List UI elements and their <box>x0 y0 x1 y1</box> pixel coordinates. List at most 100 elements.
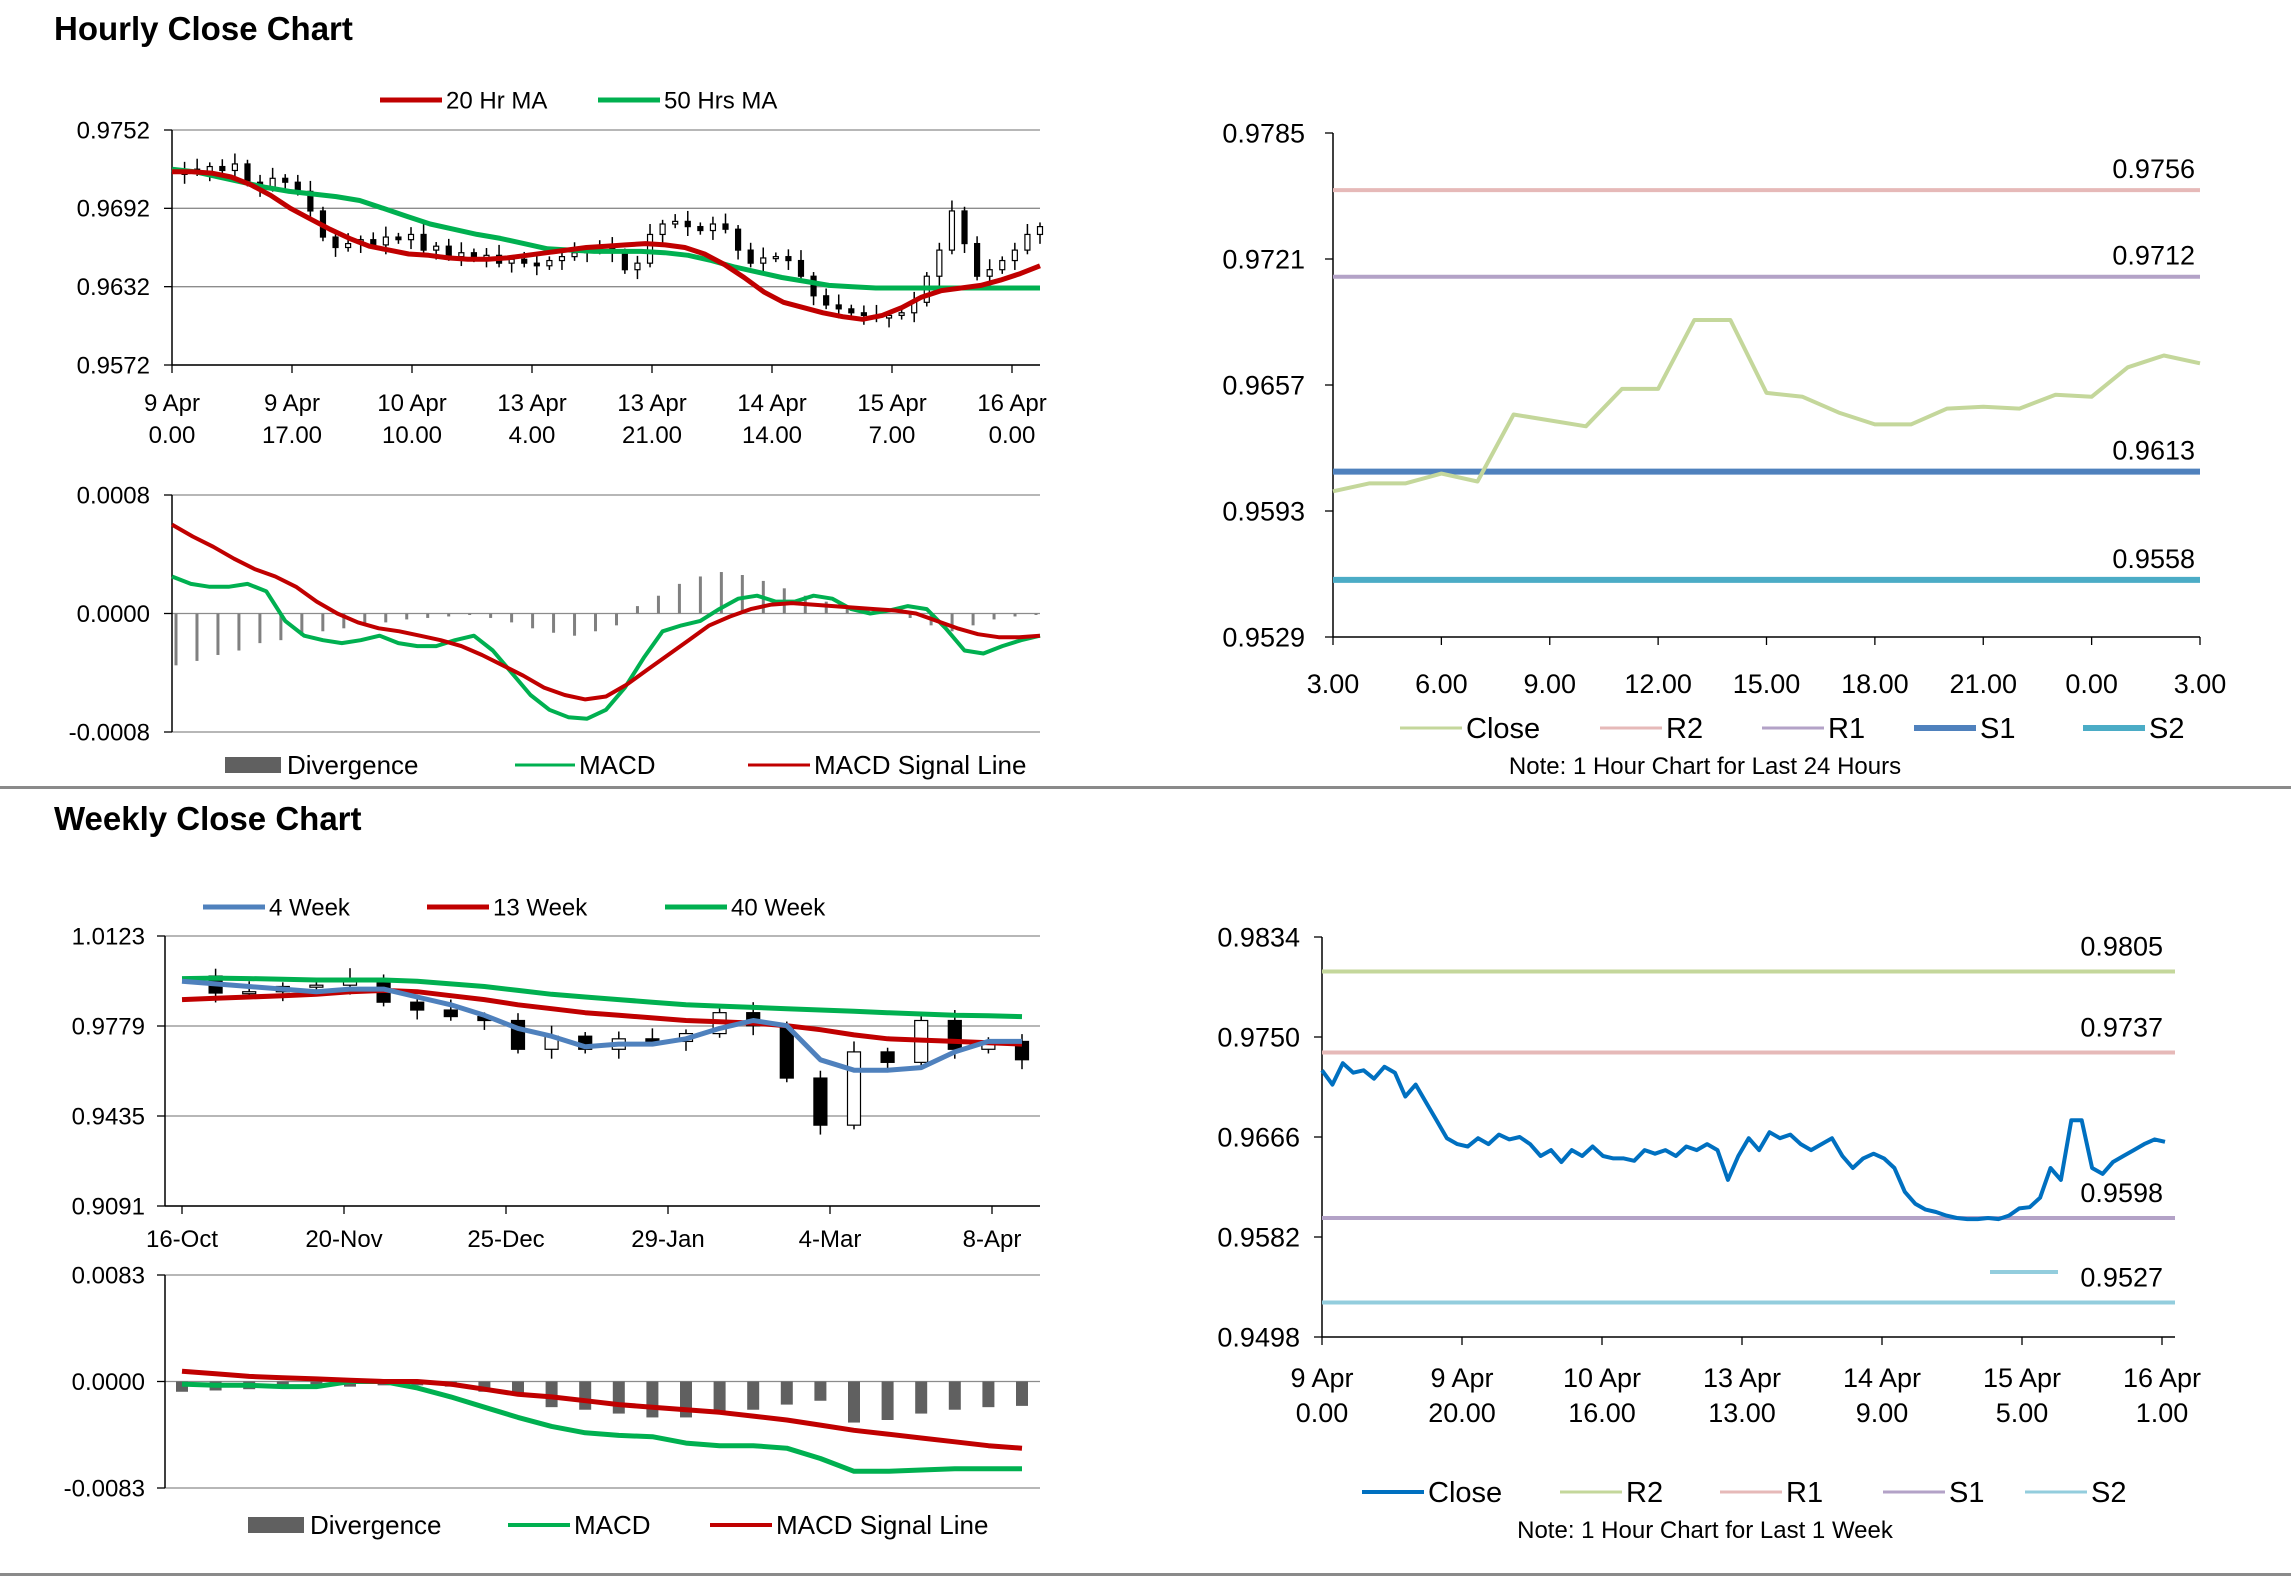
weekly-levels-x-tick-time: 5.00 <box>1996 1398 2049 1428</box>
hourly-price-x-tick-time: 0.00 <box>989 422 1036 449</box>
hourly-price-candle-body <box>659 223 666 236</box>
weekly-levels-x-tick-date: 9 Apr <box>1430 1363 1493 1393</box>
ma20-line <box>172 169 1041 322</box>
weekly-price-candle-body <box>645 1038 660 1043</box>
legend-40-week-label: 40 Week <box>731 894 826 921</box>
hourly-price-y-tick-label: 0.9632 <box>77 274 150 301</box>
hourly-price-candle-body <box>332 236 339 249</box>
weekly-price-x-tick-label: 29-Jan <box>631 1226 704 1253</box>
weekly-macd-line <box>181 1379 1022 1474</box>
hourly-price-candle-body <box>345 242 352 249</box>
hourly-price-x-tick-date: 16 Apr <box>977 390 1046 417</box>
hourly-legend-macd-label: MACD <box>579 750 656 780</box>
weekly-divergence-bar <box>881 1381 894 1420</box>
ma50-line <box>171 166 1040 291</box>
hourly-price-candle-body <box>709 223 717 232</box>
weekly-divergence-bar <box>612 1381 625 1414</box>
hourly-price-x-tick-time: 0.00 <box>149 422 196 449</box>
hourly-price-x-tick-time: 10.00 <box>382 422 442 449</box>
weekly-price-candle-body <box>242 991 257 995</box>
weekly-price-x-tick-label: 20-Nov <box>305 1226 382 1253</box>
hourly-legend-divergence-label: Divergence <box>287 750 419 780</box>
weekly-divergence-bar <box>982 1381 995 1408</box>
hourly-levels-y-tick-label: 0.9721 <box>1222 244 1305 274</box>
hourly-price-candle-body <box>672 220 679 225</box>
hourly-price-candle-body <box>697 226 704 232</box>
hourly-price-candle-body <box>282 177 289 183</box>
hourly-price-candle-body <box>684 220 691 228</box>
hourly-price-candle-body <box>546 259 553 267</box>
hourly-price-candle-body <box>823 295 830 306</box>
hourly-price-x-tick-date: 13 Apr <box>497 390 566 417</box>
weekly-divergence-bar <box>814 1381 827 1401</box>
weekly-divergence-bar <box>646 1381 659 1418</box>
hourly-price-candle-body <box>433 245 440 251</box>
weekly-levels-y-tick-label: 0.9666 <box>1217 1122 1300 1152</box>
hourly-price-x-tick-date: 10 Apr <box>377 390 446 417</box>
weekly-levels-x-tick-time: 13.00 <box>1708 1398 1776 1428</box>
weekly-divergence-bar <box>948 1381 961 1410</box>
hourly-levels-note: Note: 1 Hour Chart for Last 24 Hours <box>1509 753 1901 780</box>
weekly-divergence-bar <box>747 1381 760 1410</box>
hourly-section-title: Hourly Close Chart <box>54 10 353 47</box>
legend-ma50-label: 50 Hrs MA <box>664 87 777 114</box>
weekly-price-candle-body <box>947 1019 962 1050</box>
weekly-section-title: Weekly Close Chart <box>54 800 362 837</box>
weekly-levels-x-tick-time: 1.00 <box>2136 1398 2189 1428</box>
hourly-price-x-tick-time: 14.00 <box>742 422 802 449</box>
hourly-price-candle-body <box>533 262 540 267</box>
hourly-price-candle-body <box>986 269 993 277</box>
hourly-price-candle-body <box>948 210 956 251</box>
hourly-levels-x-tick-label: 9.00 <box>1523 669 1576 699</box>
weekly-divergence-bar <box>713 1381 726 1414</box>
week4-line <box>181 978 1022 1073</box>
weekly-divergence-bar <box>478 1381 491 1392</box>
hourly-levels-x-tick-label: 6.00 <box>1415 669 1468 699</box>
hourly-price-candle-body <box>772 256 779 260</box>
weekly-legend-divergence-label: Divergence <box>310 1510 442 1540</box>
hourly-price-candle-body <box>760 257 767 264</box>
weekly-levels-note: Note: 1 Hour Chart for Last 1 Week <box>1517 1517 1894 1544</box>
hourly-price-x-tick-date: 14 Apr <box>737 390 806 417</box>
hourly-price-x-tick-time: 7.00 <box>869 422 916 449</box>
legend-ma20-label: 20 Hr MA <box>446 87 547 114</box>
hourly-levels-x-tick-label: 15.00 <box>1733 669 1801 699</box>
level-s2-label: 0.9558 <box>2112 544 2195 574</box>
hourly-price-candle-body <box>810 275 817 297</box>
weekly-price-candle-body <box>813 1077 828 1126</box>
hourly-price-candle-body <box>835 304 842 310</box>
hourly-levels-legend-close-label: Close <box>1466 713 1540 745</box>
hourly-price-candle-body <box>382 236 389 246</box>
legend-13-week-label: 13 Week <box>493 894 588 921</box>
bottom-divider <box>0 1573 2291 1576</box>
weekly-levels-x-tick-date: 14 Apr <box>1843 1363 1921 1393</box>
hourly-legend-divergence-swatch <box>225 757 281 773</box>
weekly-price-candle-body <box>309 984 324 988</box>
hourly-price-candle-body <box>219 165 226 172</box>
hourly-price-candle-body <box>1024 233 1031 251</box>
weekly-levels-x-tick-date: 16 Apr <box>2123 1363 2201 1393</box>
hourly-levels-x-tick-label: 3.00 <box>1307 669 1360 699</box>
hourly-macd-y-tick-label: 0.0000 <box>77 601 150 628</box>
weekly-level-r1-label: 0.9737 <box>2080 1012 2163 1042</box>
weekly-level-s1-label: 0.9598 <box>2080 1178 2163 1208</box>
weekly-levels-x-tick-time: 0.00 <box>1296 1398 1349 1428</box>
hourly-levels-x-tick-label: 18.00 <box>1841 669 1909 699</box>
hourly-price-x-tick-time: 17.00 <box>262 422 322 449</box>
hourly-levels-x-tick-label: 3.00 <box>2174 669 2227 699</box>
hourly-price-candle-body <box>885 314 893 319</box>
hourly-price-candle-body <box>420 233 427 251</box>
hourly-levels-legend-s2-label: S2 <box>2149 713 2184 745</box>
weekly-levels-y-tick-label: 0.9834 <box>1217 922 1300 952</box>
hourly-price-candle-body <box>860 312 867 316</box>
weekly-signal-line <box>181 1368 1023 1451</box>
hourly-levels-y-tick-label: 0.9657 <box>1222 370 1305 400</box>
weekly-levels-legend-r2-label: R2 <box>1626 1477 1663 1509</box>
weekly-levels-legend-r1-label: R1 <box>1786 1477 1823 1509</box>
hourly-price-y-tick-label: 0.9692 <box>77 196 150 223</box>
weekly-levels-x-tick-time: 16.00 <box>1568 1398 1636 1428</box>
weekly-legend-signal-label: MACD Signal Line <box>776 1510 988 1540</box>
hourly-price-candle-body <box>1011 249 1018 262</box>
hourly-price-candle-body <box>961 210 968 245</box>
hourly-close-line <box>1332 318 2201 494</box>
